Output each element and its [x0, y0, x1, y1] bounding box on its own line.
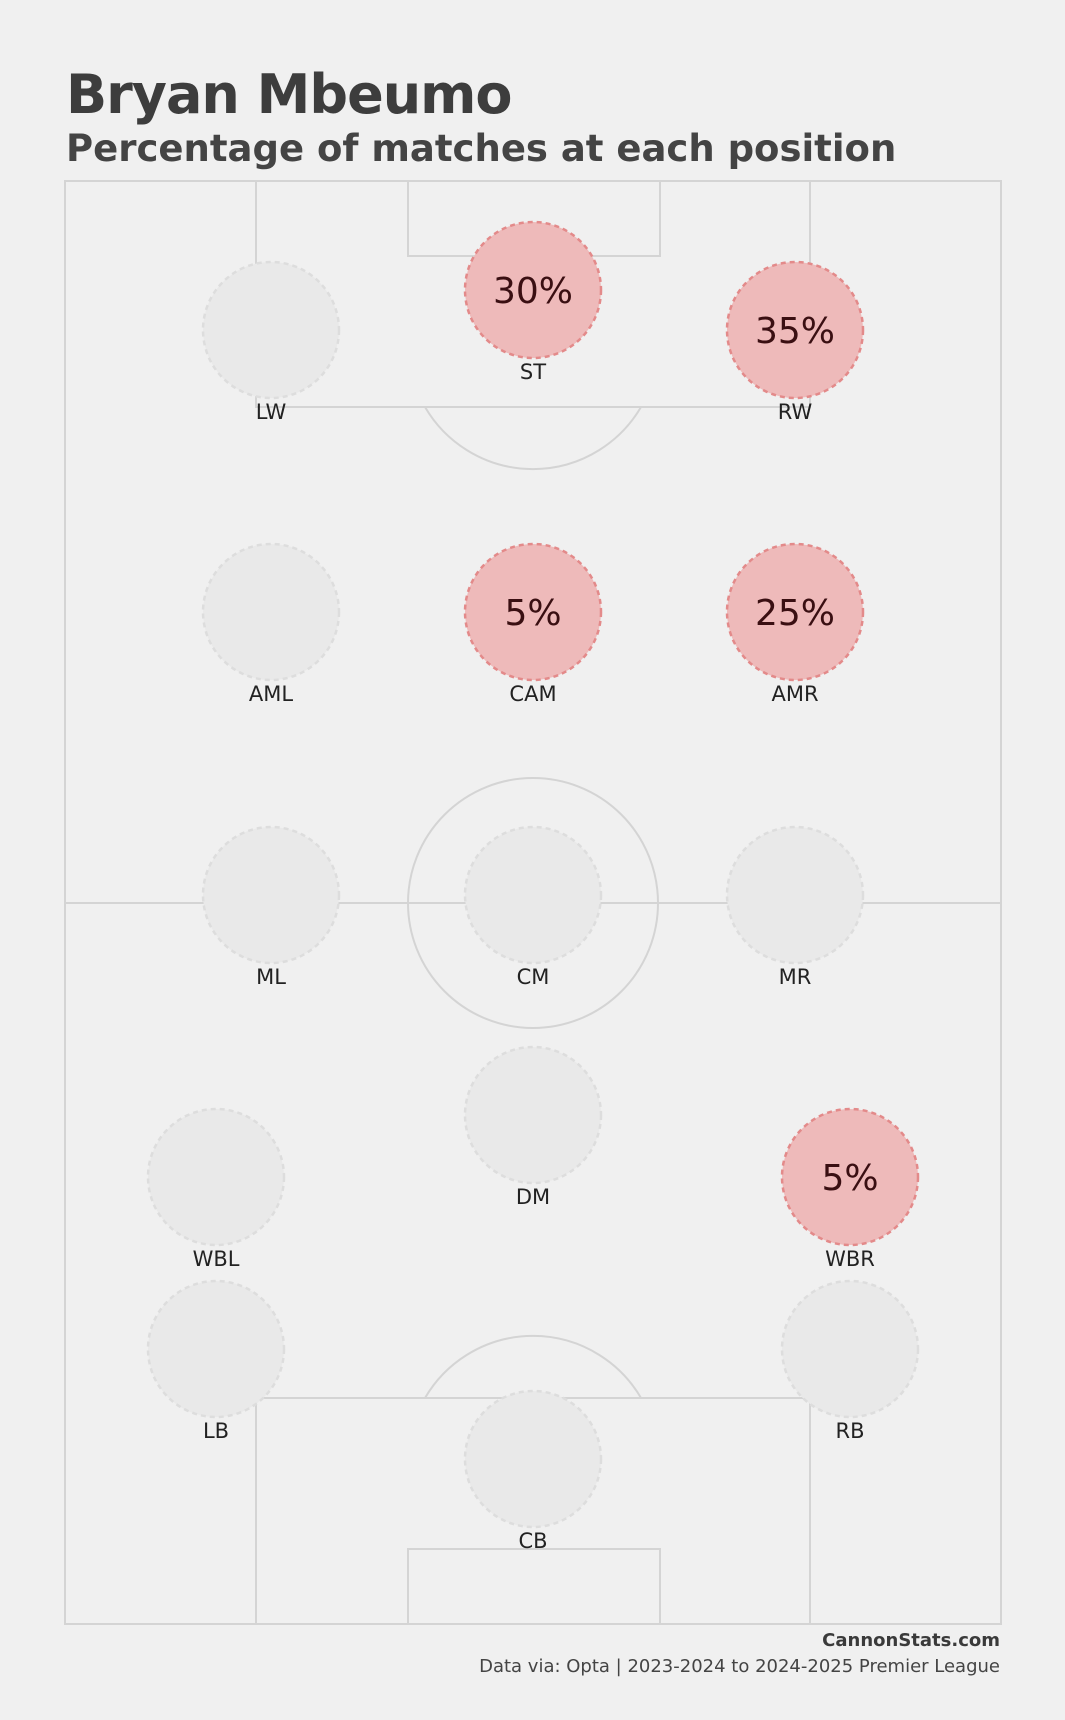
position-label-dm: DM	[516, 1185, 550, 1209]
position-circle-amr	[725, 542, 865, 682]
position-label-lw: LW	[256, 400, 287, 424]
bottom-penalty-arc	[424, 1334, 642, 1399]
top-penalty-arc	[424, 406, 642, 471]
position-circle-cb	[463, 1389, 603, 1529]
position-label-rb: RB	[836, 1419, 865, 1443]
position-value-rw: 35%	[755, 311, 835, 352]
position-label-lb: LB	[203, 1419, 229, 1443]
site-credit: CannonStats.com	[822, 1630, 1000, 1651]
position-circle-ml	[201, 825, 341, 965]
position-label-wbl: WBL	[193, 1247, 240, 1271]
position-label-cam: CAM	[509, 682, 556, 706]
position-circle-dm	[463, 1045, 603, 1185]
position-value-amr: 25%	[755, 593, 835, 634]
data-source: Data via: Opta | 2023-2024 to 2024-2025 …	[479, 1656, 1000, 1677]
position-circle-rb	[780, 1279, 920, 1419]
position-label-ml: ML	[256, 965, 286, 989]
position-value-cam: 5%	[504, 593, 561, 634]
position-label-cm: CM	[517, 965, 550, 989]
position-circle-cm	[463, 825, 603, 965]
position-circle-wbl	[146, 1107, 286, 1247]
position-circle-aml	[201, 542, 341, 682]
position-label-rw: RW	[778, 400, 813, 424]
position-markers: LW 30% ST 35% RW AML 5% CAM 25% AMR ML CM MR DM WBL 5% W…	[146, 220, 920, 1553]
position-circle-mr	[725, 825, 865, 965]
bottom-six-yard-box	[407, 1548, 661, 1625]
position-circle-lw	[201, 260, 341, 400]
chart-subtitle: Percentage of matches at each position	[66, 127, 897, 170]
position-label-wbr: WBR	[825, 1247, 875, 1271]
position-label-amr: AMR	[771, 682, 818, 706]
position-circle-st	[463, 220, 603, 360]
position-value-st: 30%	[493, 271, 573, 312]
position-circle-wbr	[780, 1107, 920, 1247]
position-label-aml: AML	[249, 682, 293, 706]
position-circle-lb	[146, 1279, 286, 1419]
position-label-mr: MR	[779, 965, 812, 989]
center-circle	[407, 777, 659, 1029]
position-label-cb: CB	[518, 1529, 547, 1553]
position-circle-cam	[463, 542, 603, 682]
position-label-st: ST	[520, 360, 546, 384]
position-circle-rw	[725, 260, 865, 400]
chart-title: Bryan Mbeumo	[66, 63, 512, 126]
position-value-wbr: 5%	[821, 1158, 878, 1199]
